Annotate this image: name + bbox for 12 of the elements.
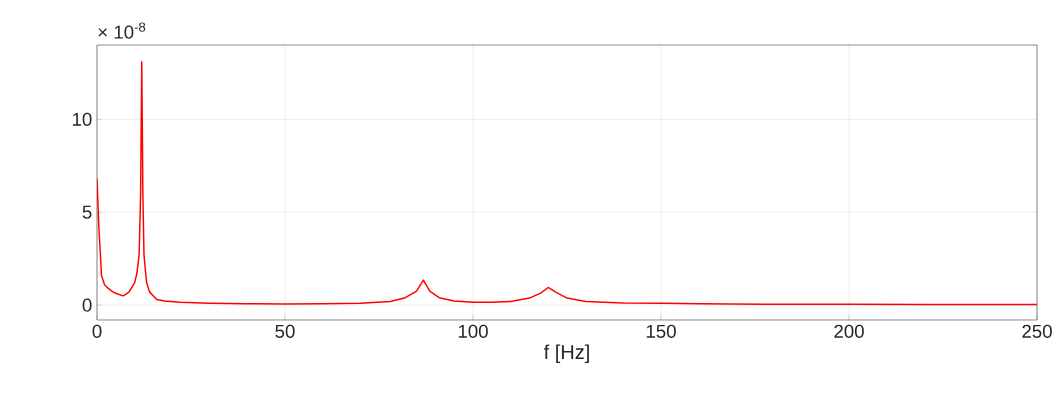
- x-tick-label: 200: [834, 324, 864, 338]
- x-tick-label: 50: [275, 324, 295, 338]
- x-tick-label: 100: [458, 324, 488, 338]
- x-axis-title: f [Hz]: [543, 344, 589, 364]
- x-tick-label: 0: [92, 324, 102, 338]
- x-tick-label: 250: [1022, 324, 1052, 338]
- x-tick-label: 150: [646, 324, 676, 338]
- y-tick-label: 10: [72, 112, 92, 126]
- y-tick-label: 0: [82, 298, 92, 312]
- text: × 10$^{-8}$: [98, 22, 146, 39]
- y-tick-label: 5: [82, 205, 92, 219]
- line-series: [97, 60, 1038, 306]
